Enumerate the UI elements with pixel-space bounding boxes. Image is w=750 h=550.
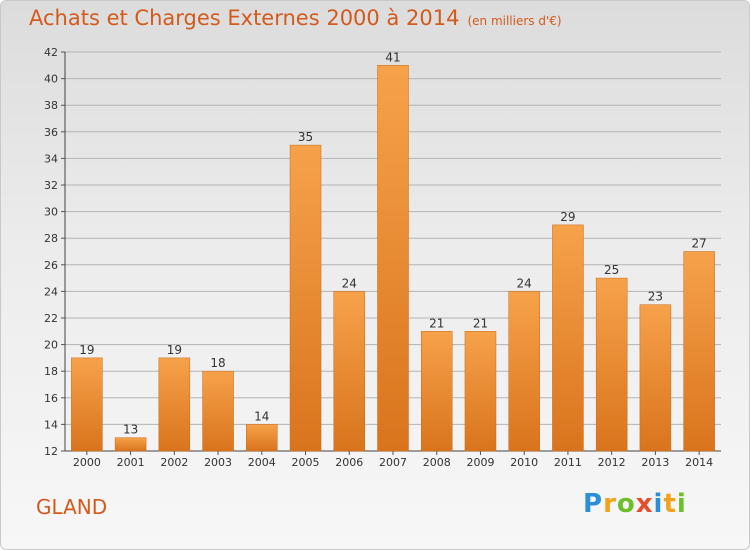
x-tick-label: 2007: [379, 456, 407, 469]
bar: [464, 331, 497, 452]
data-label: 23: [648, 290, 663, 304]
data-label: 21: [473, 316, 488, 330]
data-label: 27: [691, 237, 706, 251]
x-tick-label: 2014: [685, 456, 713, 469]
x-tick-label: 2013: [641, 456, 669, 469]
bar: [202, 370, 234, 452]
data-label: 24: [517, 276, 532, 290]
bar: [683, 251, 715, 452]
logo-letter: t: [663, 489, 677, 519]
y-tick-label: 36: [44, 126, 58, 139]
data-label: 29: [560, 210, 575, 224]
x-tick-label: 2000: [73, 456, 101, 469]
bar: [508, 291, 540, 452]
data-label: 19: [167, 343, 182, 357]
y-tick-label: 24: [44, 285, 58, 298]
y-tick-label: 20: [44, 339, 58, 352]
data-label: 13: [123, 423, 138, 437]
y-tick-label: 16: [44, 392, 58, 405]
bar: [595, 277, 628, 452]
bar: [420, 331, 453, 452]
x-tick-label: 2010: [510, 456, 538, 469]
y-tick-label: 18: [44, 365, 58, 378]
data-label: 18: [210, 356, 225, 370]
y-tick-label: 40: [44, 73, 58, 86]
logo-letter: x: [635, 489, 654, 519]
x-tick-label: 2012: [598, 456, 626, 469]
logo-letter: r: [603, 489, 617, 519]
x-tick-label: 2004: [248, 456, 276, 469]
x-tick-label: 2005: [292, 456, 320, 469]
bar: [377, 65, 409, 452]
y-tick-label: 32: [44, 179, 58, 192]
y-tick-label: 38: [44, 99, 58, 112]
logo-letter: i: [676, 489, 687, 519]
bar: [246, 424, 278, 452]
proxiti-logo: Proxiti: [583, 489, 687, 519]
title-row: Achats et Charges Externes 2000 à 2014 (e…: [29, 6, 562, 30]
x-tick-label: 2009: [466, 456, 494, 469]
y-tick-label: 12: [44, 445, 58, 458]
bar: [639, 304, 672, 452]
bar: [289, 144, 322, 452]
y-tick-label: 26: [44, 259, 58, 272]
bar: [71, 357, 103, 452]
chart-title: Achats et Charges Externes 2000 à 2014: [29, 6, 460, 30]
x-tick-label: 2003: [204, 456, 232, 469]
labels: 19 13 19 18 14 35 24 41 21 21 24 29 25 23 27: [79, 50, 707, 436]
bar: [158, 357, 191, 452]
data-label: 21: [429, 316, 444, 330]
data-label: 14: [254, 409, 269, 423]
data-label: 19: [79, 343, 94, 357]
chart-subtitle: (en milliers d'€): [467, 14, 562, 28]
x-tick-label: 2001: [117, 456, 145, 469]
y-tick-label: 30: [44, 206, 58, 219]
logo-letter: o: [616, 489, 636, 519]
y-tick-label: 14: [44, 418, 58, 431]
x-tick-label: 2002: [160, 456, 188, 469]
data-label: 24: [342, 276, 357, 290]
data-label: 25: [604, 263, 619, 277]
bar: [114, 437, 147, 452]
x-tick-label: 2008: [423, 456, 451, 469]
logo-letter: P: [583, 489, 604, 519]
y-tick-label: 28: [44, 232, 58, 245]
commune-name: GLAND: [36, 495, 108, 519]
bar: [333, 291, 366, 452]
bar: [552, 224, 584, 452]
logo-letter: i: [653, 489, 664, 519]
x-tick-label: 2006: [335, 456, 363, 469]
bars: [71, 65, 715, 452]
data-label: 35: [298, 130, 313, 144]
y-tick-label: 22: [44, 312, 58, 325]
data-label: 41: [385, 50, 400, 64]
y-tick-label: 34: [44, 152, 58, 165]
y-tick-label: 42: [44, 46, 58, 59]
x-tick-label: 2011: [554, 456, 582, 469]
